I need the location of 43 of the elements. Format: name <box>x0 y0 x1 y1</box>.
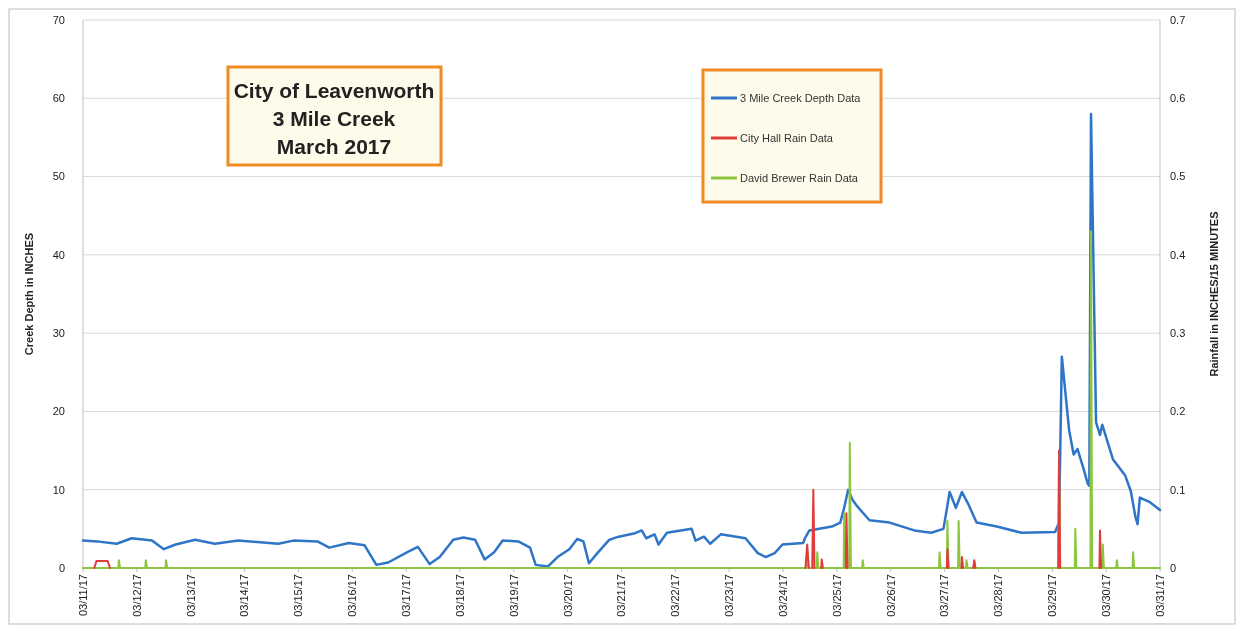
x-tick-label: 03/14/17 <box>238 574 251 617</box>
y-tick-label: 40 <box>52 248 65 261</box>
y-tick-label: 0 <box>58 561 65 574</box>
x-tick-label: 03/25/17 <box>830 574 843 617</box>
x-tick-label: 03/21/17 <box>615 574 628 617</box>
y-tick-label: 60 <box>52 92 65 105</box>
x-tick-label: 03/24/17 <box>776 574 789 617</box>
x-tick-label: 03/18/17 <box>453 574 466 617</box>
y-tick-label: 10 <box>52 483 65 496</box>
y-tick-label: 30 <box>52 326 65 339</box>
y2-tick-label: 0.2 <box>1170 405 1186 418</box>
x-tick-label: 03/12/17 <box>130 574 143 617</box>
y2-tick-label: 0.1 <box>1170 483 1186 496</box>
x-tick-label: 03/22/17 <box>669 574 682 617</box>
legend-label: David Brewer Rain Data <box>740 171 859 184</box>
x-tick-label: 03/23/17 <box>723 574 736 617</box>
x-tick-label: 03/15/17 <box>292 574 305 617</box>
text: City of Leavenworth 3 Mile Creek March 2017 <box>233 79 435 158</box>
x-tick-label: 03/30/17 <box>1100 574 1112 617</box>
x-tick-label: 03/16/17 <box>346 574 359 617</box>
y2-axis-title: Rainfall in INCHES/15 MINUTES <box>1208 211 1220 377</box>
y2-tick-label: 0.5 <box>1170 170 1186 183</box>
x-tick-label: 03/28/17 <box>992 574 1005 617</box>
legend-label: 3 Mile Creek Depth Data <box>740 91 862 104</box>
x-tick-label: 03/27/17 <box>938 574 951 617</box>
y-axis-title: Creek Depth in INCHES <box>23 232 35 356</box>
y2-tick-label: 0.4 <box>1170 248 1186 261</box>
y2-tick-label: 0.3 <box>1170 326 1186 339</box>
y2-tick-label: 0.7 <box>1170 13 1186 26</box>
x-tick-label: 03/17/17 <box>399 574 412 617</box>
y-tick-label: 70 <box>52 13 65 26</box>
x-tick-label: 03/13/17 <box>184 574 197 617</box>
x-tick-label: 03/29/17 <box>1046 574 1059 617</box>
x-tick-label: 03/31/17 <box>1153 574 1166 617</box>
y-tick-label: 50 <box>52 170 65 183</box>
y2-tick-label: 0 <box>1170 561 1177 574</box>
x-tick-label: 03/11/17 <box>76 574 89 617</box>
x-tick-label: 03/20/17 <box>561 574 574 617</box>
x-tick-label: 03/26/17 <box>884 574 897 617</box>
x-tick-label: 03/19/17 <box>507 574 520 617</box>
y2-tick-label: 0.6 <box>1170 92 1186 105</box>
legend-label: City Hall Rain Data <box>740 131 834 144</box>
y-tick-label: 20 <box>52 405 65 418</box>
